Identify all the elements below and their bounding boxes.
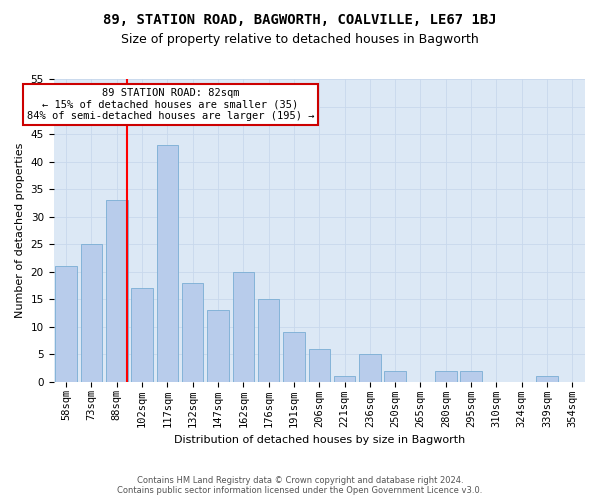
Bar: [207, 310, 229, 382]
Y-axis label: Number of detached properties: Number of detached properties: [15, 142, 25, 318]
Bar: [182, 282, 203, 382]
Bar: [258, 299, 280, 382]
Bar: [81, 244, 102, 382]
Bar: [385, 370, 406, 382]
Bar: [460, 370, 482, 382]
Bar: [435, 370, 457, 382]
Bar: [157, 145, 178, 382]
Bar: [283, 332, 305, 382]
Text: 89, STATION ROAD, BAGWORTH, COALVILLE, LE67 1BJ: 89, STATION ROAD, BAGWORTH, COALVILLE, L…: [103, 12, 497, 26]
Bar: [233, 272, 254, 382]
Bar: [106, 200, 128, 382]
Bar: [131, 288, 153, 382]
Text: Size of property relative to detached houses in Bagworth: Size of property relative to detached ho…: [121, 32, 479, 46]
X-axis label: Distribution of detached houses by size in Bagworth: Distribution of detached houses by size …: [173, 435, 465, 445]
Text: 89 STATION ROAD: 82sqm
← 15% of detached houses are smaller (35)
84% of semi-det: 89 STATION ROAD: 82sqm ← 15% of detached…: [27, 88, 314, 122]
Bar: [359, 354, 380, 382]
Text: Contains HM Land Registry data © Crown copyright and database right 2024.
Contai: Contains HM Land Registry data © Crown c…: [118, 476, 482, 495]
Bar: [536, 376, 558, 382]
Bar: [55, 266, 77, 382]
Bar: [308, 348, 330, 382]
Bar: [334, 376, 355, 382]
